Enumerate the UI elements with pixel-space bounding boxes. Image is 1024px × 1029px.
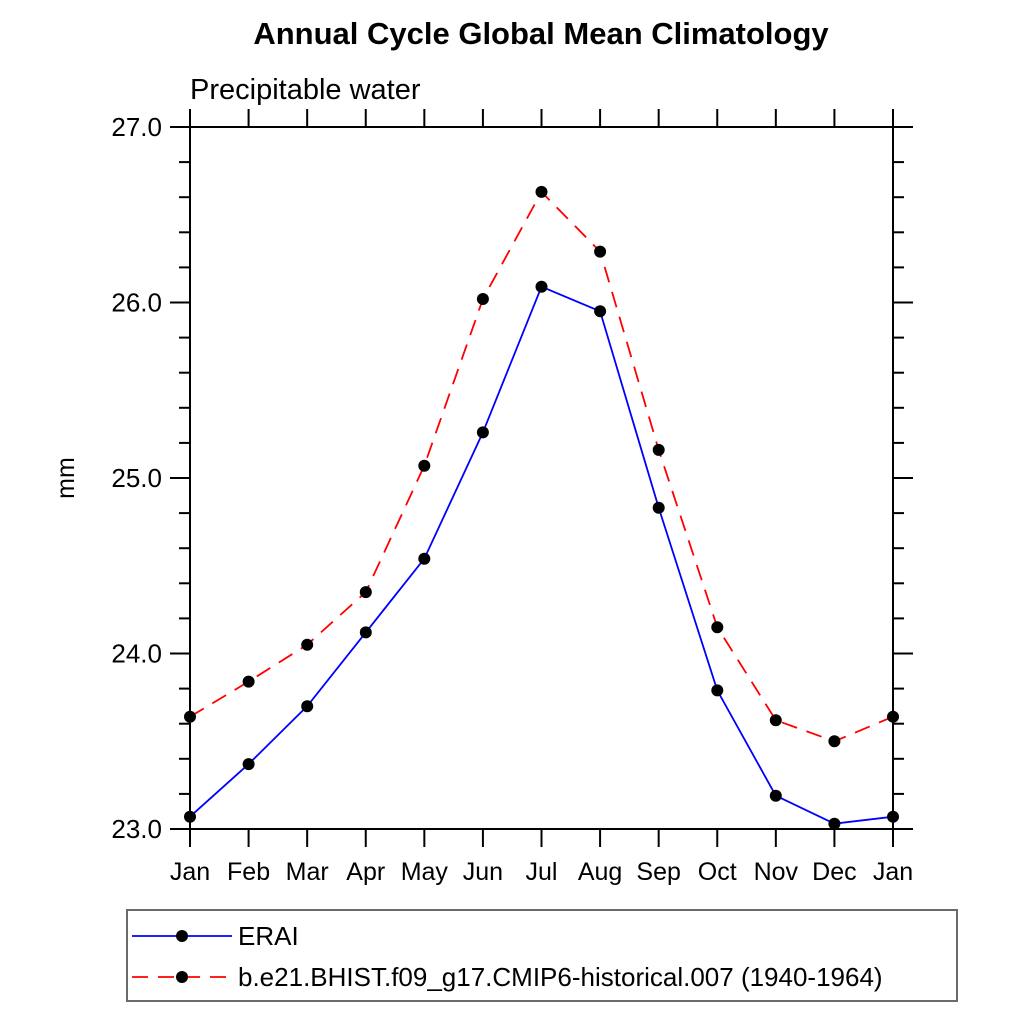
y-tick-label: 27.0 (111, 112, 162, 142)
chart-title: Annual Cycle Global Mean Climatology (253, 16, 829, 51)
data-point (769, 789, 782, 802)
legend-entry-erai: ERAI (132, 921, 299, 951)
data-point (242, 758, 255, 771)
x-tick-label: Oct (698, 858, 737, 886)
x-tick-label: Jun (463, 858, 503, 886)
data-point (652, 501, 665, 514)
data-point (887, 810, 899, 823)
y-tick-label: 26.0 (111, 288, 162, 318)
axis-ticks (170, 109, 913, 847)
x-tick-label: Jul (526, 858, 558, 886)
data-point (476, 426, 489, 439)
data-point (535, 185, 548, 198)
data-point (184, 710, 196, 723)
data-series (184, 185, 899, 830)
y-tick-label: 25.0 (111, 463, 162, 493)
data-point (594, 305, 607, 318)
data-point (476, 293, 489, 305)
x-tick-label: Jan (170, 858, 210, 886)
legend-label-model: b.e21.BHIST.f09_g17.CMIP6-historical.007… (238, 962, 883, 992)
data-point (594, 245, 607, 258)
x-tick-label: Apr (346, 858, 385, 886)
data-point (711, 621, 724, 634)
y-axis-label: mm (52, 457, 80, 499)
x-tick-label: May (401, 858, 449, 886)
data-point (887, 710, 899, 723)
series-line-1 (189, 190, 894, 743)
data-point (769, 714, 782, 727)
x-tick-label: Feb (227, 858, 270, 886)
data-point (535, 280, 548, 293)
x-tick-label: Aug (578, 858, 622, 886)
legend-entry-model: b.e21.BHIST.f09_g17.CMIP6-historical.007… (132, 962, 883, 992)
data-point (359, 626, 372, 639)
data-point (828, 735, 841, 748)
legend-marker-dot (176, 971, 188, 983)
plot-frame (189, 126, 894, 830)
data-point (652, 443, 665, 456)
y-tick-label: 23.0 (111, 814, 162, 844)
data-point (301, 700, 314, 713)
x-tick-label: Mar (286, 858, 329, 886)
x-tick-label: Dec (812, 858, 856, 886)
data-point (242, 675, 255, 688)
data-point (711, 684, 724, 697)
data-point (418, 552, 431, 565)
chart-subtitle: Precipitable water (190, 74, 421, 106)
y-tick-label: 24.0 (111, 639, 162, 669)
legend-box (126, 909, 958, 1002)
data-point (184, 810, 196, 823)
legend-marker-dot (176, 930, 188, 942)
series-line-0 (189, 285, 894, 825)
x-tick-label: Nov (754, 858, 799, 886)
x-tick-label: Sep (636, 858, 680, 886)
data-point (418, 459, 431, 472)
data-point (359, 586, 372, 599)
data-point (301, 638, 314, 651)
legend-label-erai: ERAI (238, 921, 299, 951)
x-tick-label: Jan (873, 858, 913, 886)
data-point (828, 817, 841, 830)
legend: ERAI b.e21.BHIST.f09_g17.CMIP6-historica… (126, 909, 958, 1002)
axis-tick-labels: Jan Feb Mar Apr May Jun Jul Aug Sep Oct Nov Dec Jan 2… (111, 112, 913, 886)
